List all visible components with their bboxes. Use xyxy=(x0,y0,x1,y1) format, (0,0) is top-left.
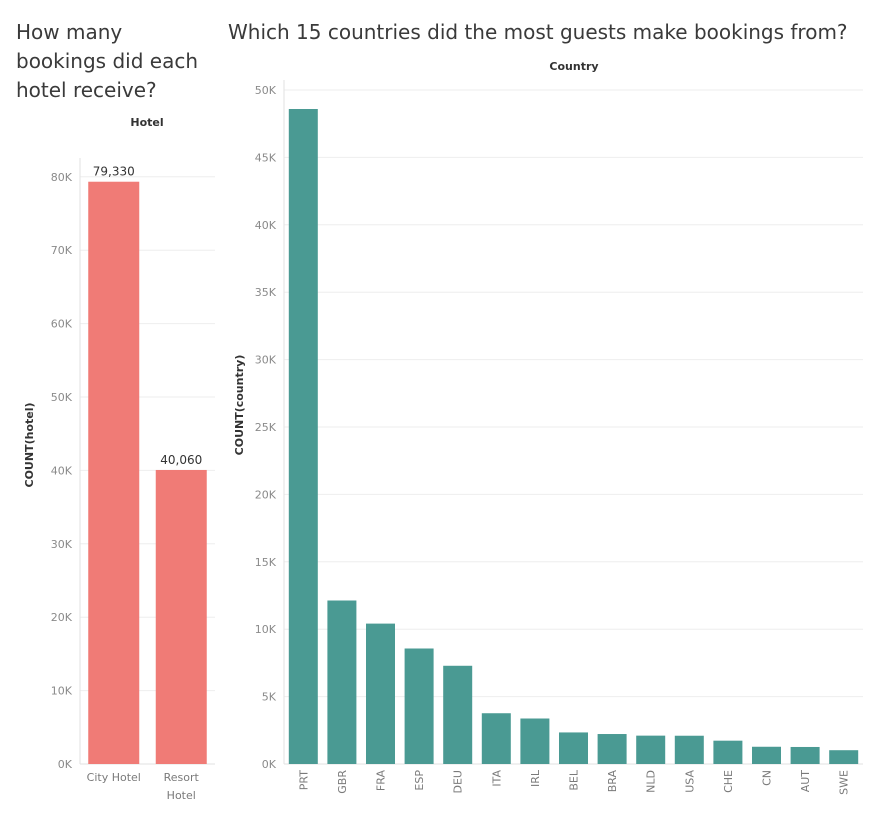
country-x-tick-label: BRA xyxy=(606,770,619,793)
country-bar-swe xyxy=(829,750,859,764)
country-x-tick-label: CN xyxy=(761,770,774,786)
country-y-tick-label: 50K xyxy=(255,84,277,97)
country-header: Country xyxy=(549,60,598,73)
country-chart-title: Which 15 countries did the most guests m… xyxy=(228,20,848,44)
country-bar-usa xyxy=(674,735,704,764)
country-y-tick-label: 5K xyxy=(262,691,277,704)
hotel-data-label-resort-hotel: 40,060 xyxy=(160,453,202,467)
country-bar-bel xyxy=(559,732,588,764)
country-y-axis-title: COUNT(country) xyxy=(233,355,246,456)
country-x-tick-label: ITA xyxy=(490,770,503,787)
hotel-x-tick-label: Resort xyxy=(164,771,200,784)
country-bar-fra xyxy=(366,623,395,764)
country-x-tick-label: IRL xyxy=(529,769,542,787)
hotel-chart-title: How many bookings did each hotel receive… xyxy=(16,20,198,102)
country-bar-irl xyxy=(520,718,550,764)
country-x-tick-label: NLD xyxy=(645,770,658,793)
country-y-tick-label: 15K xyxy=(255,556,277,569)
hotel-header: Hotel xyxy=(130,116,163,129)
hotel-y-tick-label: 10K xyxy=(51,685,73,698)
country-bar-prt xyxy=(288,109,318,765)
country-y-tick-label: 20K xyxy=(255,488,277,501)
hotel-y-tick-label: 30K xyxy=(51,538,73,551)
country-x-tick-label: PRT xyxy=(297,770,310,790)
country-bar-bra xyxy=(597,734,627,764)
hotel-y-tick-label: 80K xyxy=(51,171,73,184)
country-x-tick-label: ESP xyxy=(413,770,426,791)
country-bar-aut xyxy=(790,746,820,764)
hotel-y-tick-label: 0K xyxy=(58,758,73,771)
country-x-tick-label: AUT xyxy=(799,770,812,793)
country-bar-che xyxy=(713,740,743,764)
country-x-tick-label: FRA xyxy=(375,770,388,792)
country-x-tick-label: SWE xyxy=(838,770,851,795)
country-x-tick-label: CHE xyxy=(722,770,735,793)
country-y-tick-label: 45K xyxy=(255,151,277,164)
country-bar-cn xyxy=(752,746,781,764)
country-y-tick-label: 0K xyxy=(262,758,277,771)
country-y-tick-label: 40K xyxy=(255,219,277,232)
country-x-tick-label: USA xyxy=(683,770,696,793)
hotel-bar-city-hotel xyxy=(88,181,140,765)
country-bar-ita xyxy=(481,713,511,764)
hotel-y-tick-label: 20K xyxy=(51,611,73,624)
country-y-tick-label: 10K xyxy=(255,623,277,636)
hotel-data-label-city-hotel: 79,330 xyxy=(93,165,135,179)
hotel-y-tick-label: 50K xyxy=(51,391,73,404)
country-y-tick-label: 30K xyxy=(255,354,277,367)
country-y-tick-label: 25K xyxy=(255,421,277,434)
country-y-tick-label: 35K xyxy=(255,286,277,299)
hotel-x-tick-label: Hotel xyxy=(167,789,196,802)
country-bar-deu xyxy=(443,665,473,764)
hotel-y-tick-label: 70K xyxy=(51,244,73,257)
hotel-x-tick-label: City Hotel xyxy=(87,771,141,784)
hotel-y-tick-label: 60K xyxy=(51,318,73,331)
country-bar-esp xyxy=(404,648,434,764)
country-x-tick-label: DEU xyxy=(452,770,465,793)
country-bar-gbr xyxy=(327,600,357,764)
country-bar-nld xyxy=(636,735,666,764)
hotel-bar-resort-hotel xyxy=(155,469,207,764)
country-x-tick-label: GBR xyxy=(336,770,349,794)
hotel-y-axis-title: COUNT(hotel) xyxy=(23,403,36,488)
country-x-tick-label: BEL xyxy=(568,769,581,790)
hotel-y-tick-label: 40K xyxy=(51,464,73,477)
